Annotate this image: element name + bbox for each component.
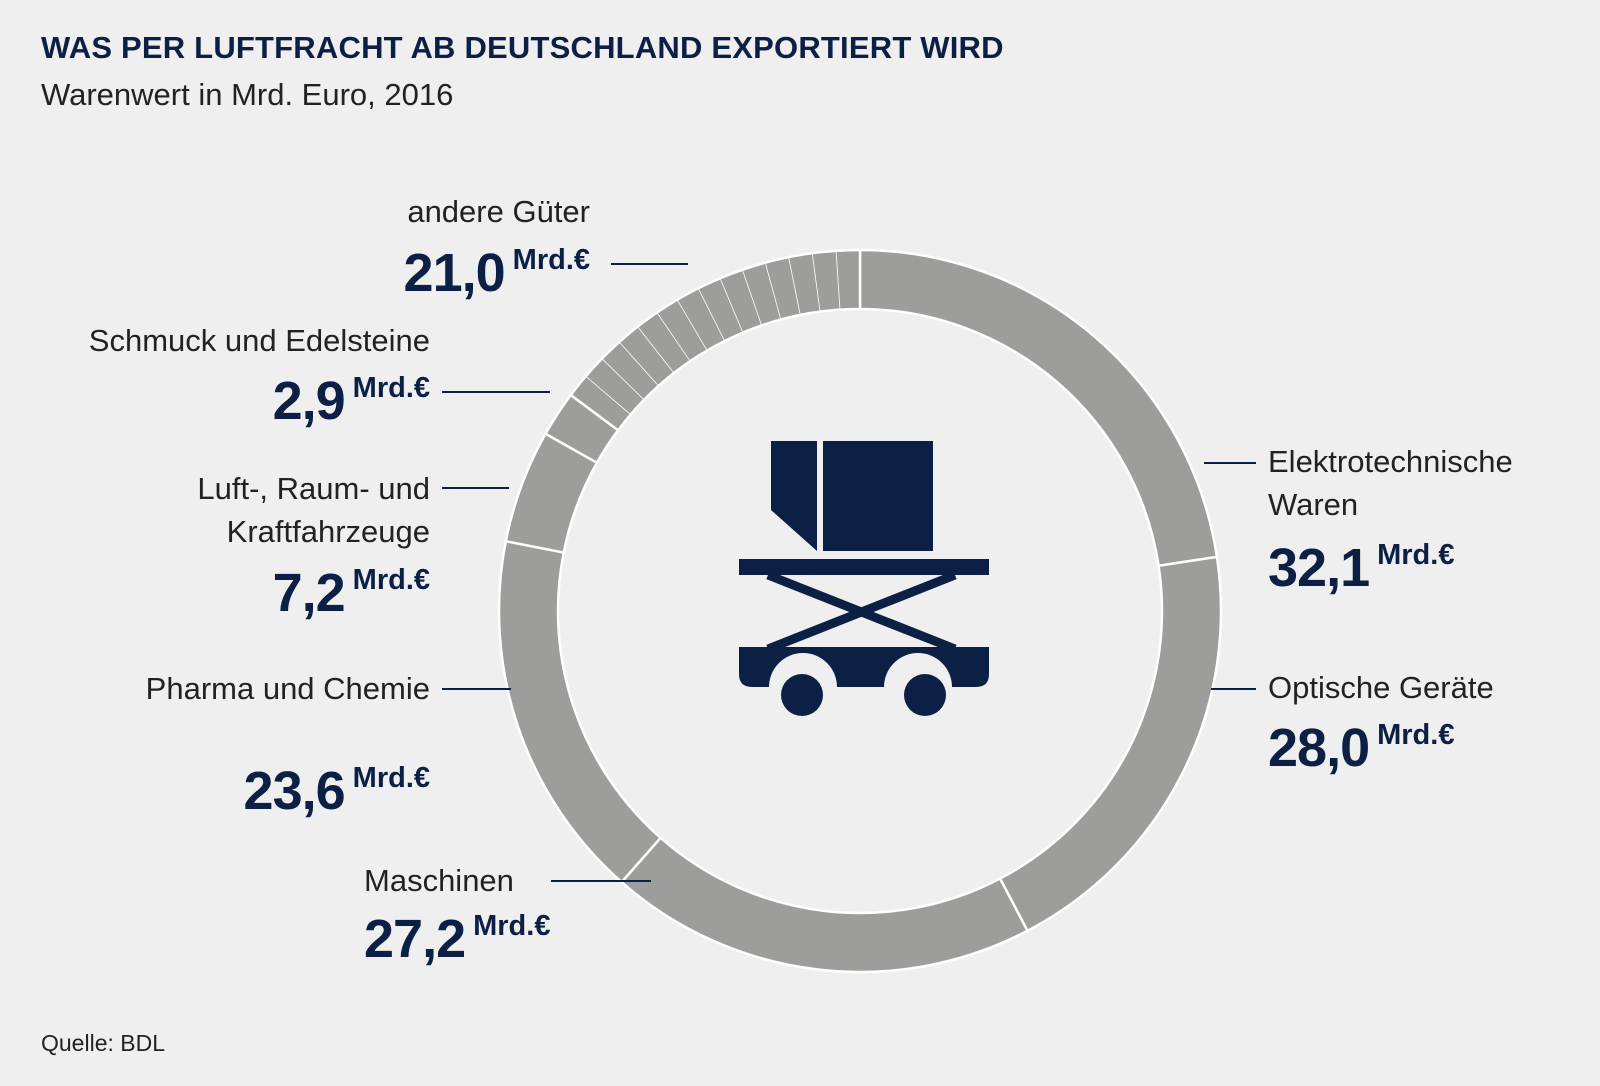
andere-subdivision-line — [811, 253, 821, 312]
label-pharma-text: Pharma und Chemie — [145, 671, 430, 706]
andere-subdivision-line — [835, 250, 841, 310]
source-note: Quelle: BDL — [41, 1030, 166, 1056]
andere-subdivision-line — [618, 341, 659, 387]
andere-subdivision-line — [656, 312, 691, 362]
label-fahrzeuge-text: Luft-, Raum- und Kraftfahrzeuge — [197, 471, 430, 549]
andere-subdivision-line — [601, 358, 645, 401]
donut-slice-6 — [569, 248, 862, 433]
andere-subdivision-line — [788, 257, 801, 316]
value-andere: 21,0 Mrd.€ — [290, 242, 590, 304]
donut-slice-3 — [497, 539, 663, 884]
label-optische-geraete-text: Optische Geräte — [1268, 670, 1494, 705]
value-fahrzeuge-number: 7,2 — [272, 563, 346, 623]
value-schmuck-unit: Mrd.€ — [352, 372, 430, 404]
value-andere-number: 21,0 — [403, 243, 506, 303]
donut-ring — [497, 248, 1223, 974]
label-optische-geraete: Optische Geräte — [1268, 666, 1588, 709]
label-schmuck-text: Schmuck und Edelsteine — [88, 323, 430, 358]
label-fahrzeuge: Luft-, Raum- und Kraftfahrzeuge — [130, 467, 430, 553]
label-andere: andere Güter — [290, 190, 590, 233]
value-maschinen: 27,2 Mrd.€ — [364, 908, 550, 970]
andere-subdivision-line — [697, 288, 726, 342]
label-maschinen-text: Maschinen — [364, 863, 514, 898]
value-andere-unit: Mrd.€ — [512, 244, 590, 276]
value-pharma-unit: Mrd.€ — [352, 762, 430, 794]
value-fahrzeuge: 7,2 Mrd.€ — [130, 562, 430, 624]
donut-slice-1 — [998, 555, 1223, 933]
value-maschinen-number: 27,2 — [364, 909, 466, 969]
value-elektrotechnik: 32,1 Mrd.€ — [1268, 537, 1454, 599]
cargo-lift-truck-icon — [739, 441, 989, 716]
donut-slice-2 — [619, 836, 1030, 974]
value-optische-geraete: 28,0 Mrd.€ — [1268, 717, 1454, 779]
andere-subdivision-line — [742, 269, 762, 326]
andere-subdivision-line — [764, 262, 782, 320]
leader-lines — [442, 263, 1256, 882]
value-schmuck-number: 2,9 — [272, 371, 346, 431]
label-elektrotechnik-text: Elektrotechnische Waren — [1268, 444, 1513, 522]
label-maschinen: Maschinen — [364, 859, 564, 902]
label-schmuck: Schmuck und Edelsteine — [30, 319, 430, 362]
value-maschinen-unit: Mrd.€ — [473, 910, 551, 942]
value-pharma-number: 23,6 — [243, 761, 346, 821]
value-optische-geraete-unit: Mrd.€ — [1377, 719, 1455, 751]
value-pharma: 23,6 Mrd.€ — [130, 760, 430, 822]
value-schmuck: 2,9 Mrd.€ — [130, 370, 430, 432]
label-andere-text: andere Güter — [407, 194, 590, 229]
chart-title: WAS PER LUFTFRACHT AB DEUTSCHLAND EXPORT… — [41, 30, 1004, 65]
label-elektrotechnik: Elektrotechnische Waren — [1268, 440, 1588, 526]
chart-subtitle: Warenwert in Mrd. Euro, 2016 — [41, 77, 454, 112]
value-elektrotechnik-unit: Mrd.€ — [1377, 539, 1455, 571]
andere-subdivision-line — [637, 326, 675, 374]
andere-subdivision-line — [719, 278, 744, 333]
value-elektrotechnik-number: 32,1 — [1268, 538, 1370, 598]
andere-subdivision-line — [676, 299, 708, 351]
value-optische-geraete-number: 28,0 — [1268, 718, 1370, 778]
andere-subdivision-line — [585, 375, 631, 415]
label-pharma: Pharma und Chemie — [130, 667, 430, 710]
value-fahrzeuge-unit: Mrd.€ — [352, 564, 430, 596]
